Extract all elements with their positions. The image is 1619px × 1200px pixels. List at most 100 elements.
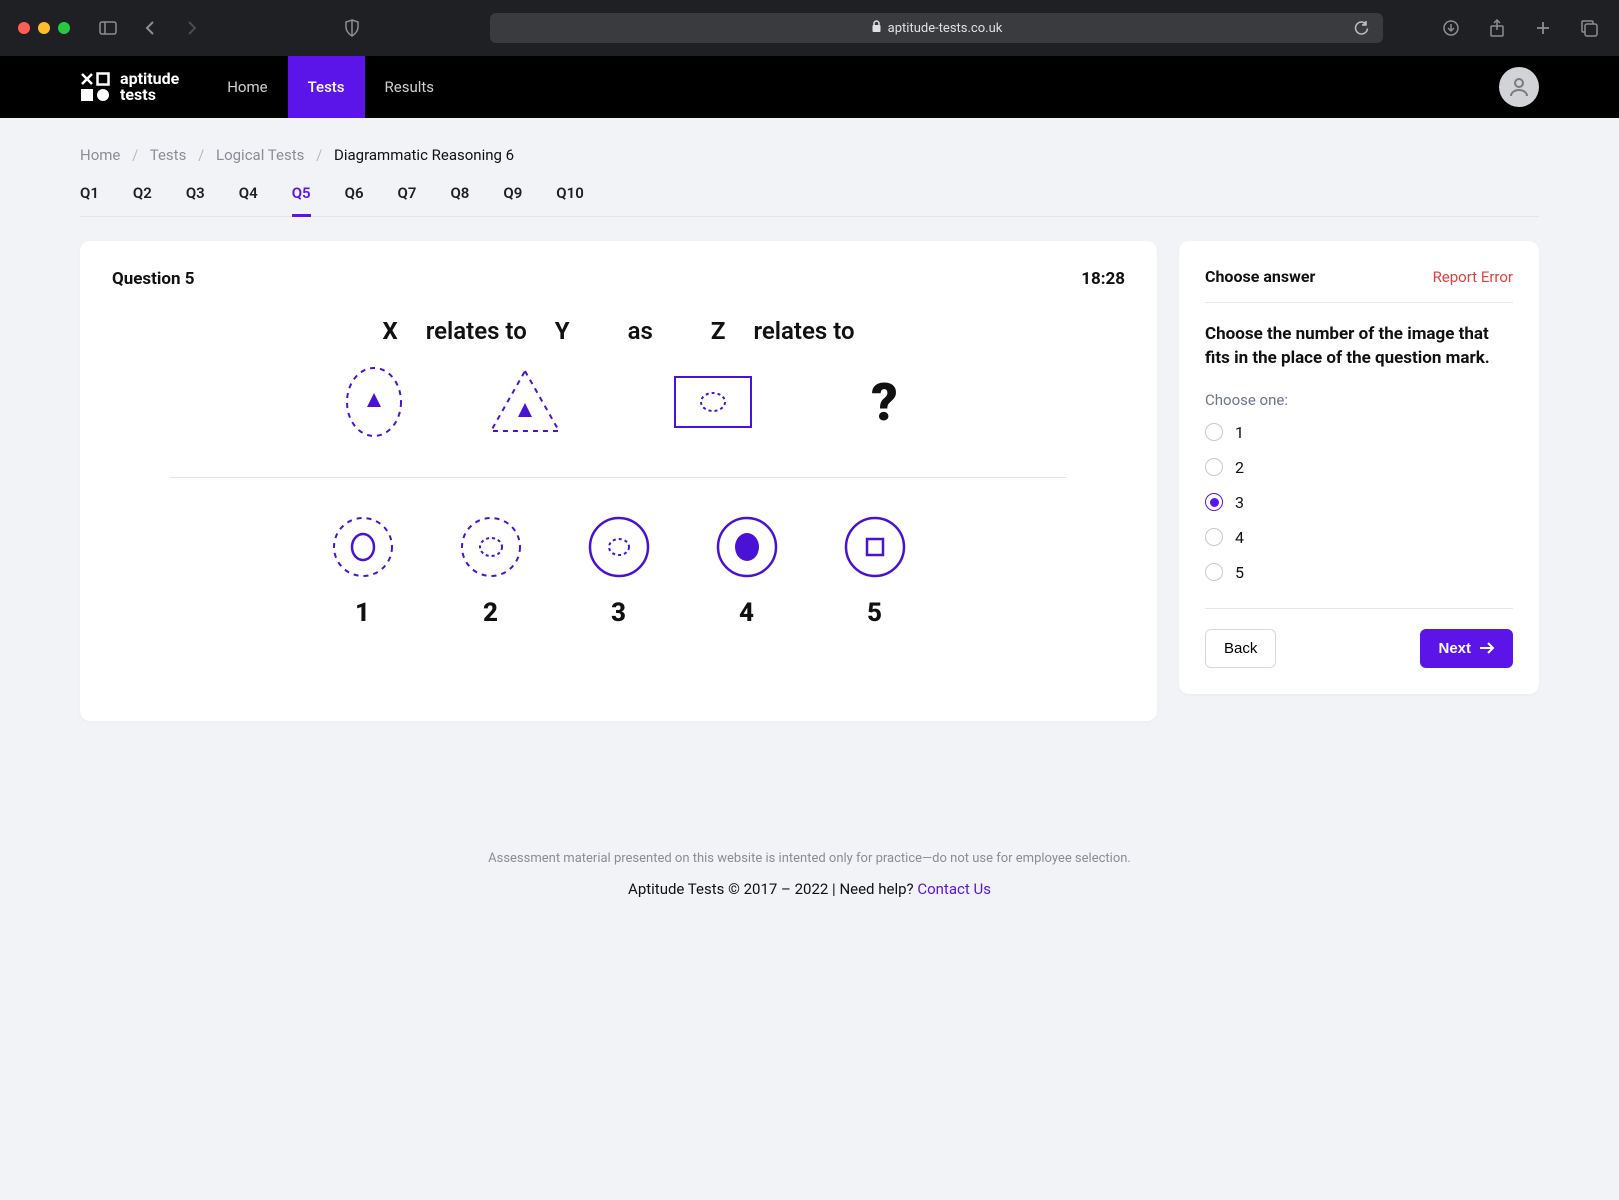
shapes-row: ? — [112, 363, 1125, 477]
footer-main: Aptitude Tests © 2017 – 2022 | Need help… — [80, 880, 1539, 898]
option-5-shape — [842, 514, 908, 580]
option-3[interactable]: 3 — [586, 514, 652, 628]
radio-icon — [1205, 493, 1223, 511]
radio-item-3[interactable]: 3 — [1205, 493, 1513, 512]
radio-item-4[interactable]: 4 — [1205, 528, 1513, 547]
option-2-shape — [458, 514, 524, 580]
option-2[interactable]: 2 — [458, 514, 524, 628]
tabs-icon[interactable] — [1577, 16, 1601, 40]
radio-label: 2 — [1235, 458, 1244, 477]
divider — [170, 477, 1067, 478]
qtab-6[interactable]: Q6 — [345, 184, 364, 216]
qtab-8[interactable]: Q8 — [450, 184, 469, 216]
minimize-window-icon[interactable] — [38, 22, 50, 34]
breadcrumb-item[interactable]: Home — [80, 146, 120, 164]
share-icon[interactable] — [1485, 16, 1509, 40]
chrome-right — [1439, 16, 1601, 40]
choose-one-label: Choose one: — [1205, 391, 1513, 409]
analogy-as: as — [628, 317, 653, 345]
avatar[interactable] — [1499, 67, 1539, 107]
reload-icon[interactable] — [1349, 16, 1373, 40]
logo[interactable]: aptitude tests — [80, 71, 179, 103]
question-timer: 18:28 — [1081, 269, 1125, 289]
option-4[interactable]: 4 — [714, 514, 780, 628]
url-text: aptitude-tests.co.uk — [888, 21, 1003, 36]
radio-label: 1 — [1235, 423, 1244, 442]
radio-item-1[interactable]: 1 — [1205, 423, 1513, 442]
url-bar[interactable]: aptitude-tests.co.uk — [490, 13, 1383, 43]
browser-chrome: aptitude-tests.co.uk — [0, 0, 1619, 56]
breadcrumb-item[interactable]: Logical Tests — [216, 146, 304, 164]
shape-x — [339, 363, 409, 441]
option-1-label: 1 — [355, 598, 370, 628]
shield-icon[interactable] — [340, 16, 364, 40]
back-icon[interactable] — [138, 16, 162, 40]
radio-list: 1 2 3 4 5 — [1205, 423, 1513, 582]
shape-z — [671, 373, 755, 431]
traffic-lights — [18, 22, 70, 34]
option-3-shape — [586, 514, 652, 580]
page: Home / Tests / Logical Tests / Diagramma… — [0, 118, 1619, 926]
option-1[interactable]: 1 — [330, 514, 396, 628]
chrome-nav — [96, 16, 204, 40]
question-tabs: Q1 Q2 Q3 Q4 Q5 Q6 Q7 Q8 Q9 Q10 — [80, 184, 1539, 217]
contact-us-link[interactable]: Contact Us — [917, 880, 991, 898]
qtab-5[interactable]: Q5 — [292, 184, 311, 217]
radio-icon — [1205, 423, 1223, 441]
radio-label: 4 — [1235, 528, 1244, 547]
radio-label: 5 — [1235, 563, 1244, 582]
nav-tab-results[interactable]: Results — [365, 56, 455, 118]
analogy-relates2: relates to — [753, 317, 854, 345]
qtab-2[interactable]: Q2 — [133, 184, 152, 216]
nav-tabs: Home Tests Results — [207, 56, 454, 118]
option-2-label: 2 — [483, 598, 498, 628]
analogy-z: Z — [711, 317, 726, 345]
option-5-label: 5 — [867, 598, 882, 628]
radio-icon — [1205, 563, 1223, 581]
breadcrumb-item[interactable]: Tests — [150, 146, 187, 164]
options-row: 1 2 3 — [112, 514, 1125, 628]
answer-title: Choose answer — [1205, 267, 1315, 286]
radio-label: 3 — [1235, 493, 1244, 512]
qtab-4[interactable]: Q4 — [239, 184, 258, 216]
nav-tab-home[interactable]: Home — [207, 56, 287, 118]
question-title: Question 5 — [112, 269, 195, 289]
analogy-x: X — [382, 317, 397, 345]
close-window-icon[interactable] — [18, 22, 30, 34]
option-1-shape — [330, 514, 396, 580]
radio-item-2[interactable]: 2 — [1205, 458, 1513, 477]
back-button[interactable]: Back — [1205, 629, 1276, 668]
option-3-label: 3 — [611, 598, 626, 628]
new-tab-icon[interactable] — [1531, 16, 1555, 40]
option-4-label: 4 — [739, 598, 754, 628]
option-5[interactable]: 5 — [842, 514, 908, 628]
qtab-3[interactable]: Q3 — [186, 184, 205, 216]
next-button[interactable]: Next — [1420, 629, 1513, 668]
qtab-1[interactable]: Q1 — [80, 184, 99, 216]
answer-prompt: Choose the number of the image that fits… — [1205, 323, 1513, 371]
report-error-link[interactable]: Report Error — [1433, 268, 1513, 286]
footer-disclaimer: Assessment material presented on this we… — [80, 851, 1539, 866]
arrow-right-icon — [1479, 641, 1495, 655]
breadcrumb: Home / Tests / Logical Tests / Diagramma… — [80, 146, 1539, 164]
logo-icon — [80, 72, 110, 102]
sidebar-icon[interactable] — [96, 16, 120, 40]
footer: Assessment material presented on this we… — [80, 851, 1539, 898]
qtab-7[interactable]: Q7 — [398, 184, 417, 216]
forward-icon[interactable] — [180, 16, 204, 40]
nav-tab-tests[interactable]: Tests — [288, 56, 365, 118]
analogy-relates1: relates to — [426, 317, 527, 345]
analogy-y: Y — [555, 317, 570, 345]
next-button-label: Next — [1438, 640, 1471, 657]
qtab-9[interactable]: Q9 — [503, 184, 522, 216]
app-header: aptitude tests Home Tests Results — [0, 56, 1619, 118]
download-icon[interactable] — [1439, 16, 1463, 40]
question-panel: Question 5 18:28 X relates to Y as Z rel… — [80, 241, 1157, 721]
qtab-10[interactable]: Q10 — [556, 184, 583, 216]
radio-icon — [1205, 458, 1223, 476]
option-4-shape — [714, 514, 780, 580]
lock-icon — [871, 20, 882, 37]
radio-item-5[interactable]: 5 — [1205, 563, 1513, 582]
logo-text: aptitude tests — [120, 71, 179, 103]
maximize-window-icon[interactable] — [58, 22, 70, 34]
